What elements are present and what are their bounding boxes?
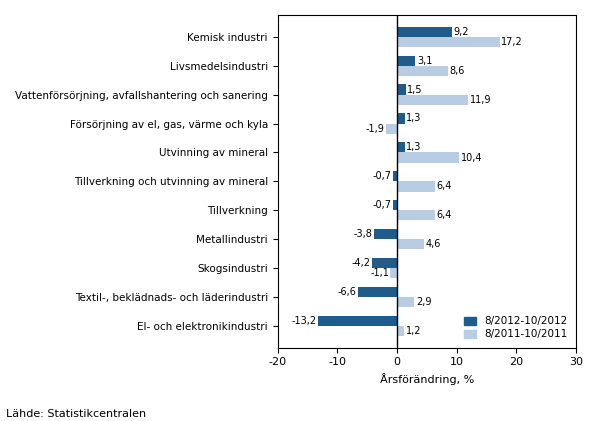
Text: 1,5: 1,5 bbox=[407, 85, 423, 94]
Text: 1,3: 1,3 bbox=[406, 142, 422, 152]
Text: 9,2: 9,2 bbox=[453, 27, 469, 37]
Text: 10,4: 10,4 bbox=[460, 152, 482, 163]
Text: -6,6: -6,6 bbox=[337, 287, 356, 297]
Text: 2,9: 2,9 bbox=[416, 297, 431, 307]
Bar bbox=[318, 316, 397, 326]
Text: -1,1: -1,1 bbox=[370, 268, 389, 278]
Bar bbox=[397, 37, 499, 47]
Bar bbox=[397, 210, 435, 221]
Bar bbox=[372, 258, 397, 268]
Text: 11,9: 11,9 bbox=[469, 95, 491, 105]
X-axis label: Årsförändring, %: Årsförändring, % bbox=[380, 373, 474, 385]
Bar bbox=[397, 297, 414, 307]
Bar bbox=[374, 229, 397, 239]
Text: 4,6: 4,6 bbox=[426, 239, 441, 249]
Text: -4,2: -4,2 bbox=[352, 258, 370, 268]
Bar bbox=[397, 239, 425, 249]
Bar bbox=[390, 268, 397, 278]
Bar bbox=[397, 326, 404, 336]
Bar bbox=[358, 287, 397, 297]
Text: 17,2: 17,2 bbox=[501, 37, 523, 47]
Text: -0,7: -0,7 bbox=[373, 171, 391, 181]
Bar bbox=[397, 66, 448, 76]
Bar bbox=[397, 27, 452, 37]
Bar bbox=[397, 181, 435, 192]
Bar bbox=[386, 123, 397, 133]
Text: Lähde: Statistikcentralen: Lähde: Statistikcentralen bbox=[6, 409, 146, 419]
Bar bbox=[393, 200, 397, 210]
Text: -0,7: -0,7 bbox=[373, 200, 391, 210]
Bar bbox=[393, 171, 397, 181]
Text: 6,4: 6,4 bbox=[437, 210, 452, 220]
Bar bbox=[397, 152, 459, 163]
Text: 1,3: 1,3 bbox=[406, 113, 422, 123]
Legend: 8/2012-10/2012, 8/2011-10/2011: 8/2012-10/2012, 8/2011-10/2011 bbox=[460, 313, 571, 343]
Text: 1,2: 1,2 bbox=[405, 326, 421, 336]
Text: -13,2: -13,2 bbox=[292, 316, 317, 326]
Text: -1,9: -1,9 bbox=[365, 124, 384, 133]
Bar bbox=[397, 95, 468, 105]
Bar bbox=[397, 113, 405, 123]
Text: 6,4: 6,4 bbox=[437, 181, 452, 192]
Text: 8,6: 8,6 bbox=[450, 66, 465, 76]
Bar bbox=[397, 142, 405, 152]
Text: -3,8: -3,8 bbox=[354, 229, 373, 239]
Text: 3,1: 3,1 bbox=[417, 56, 432, 66]
Bar bbox=[397, 56, 416, 66]
Bar bbox=[397, 85, 406, 95]
